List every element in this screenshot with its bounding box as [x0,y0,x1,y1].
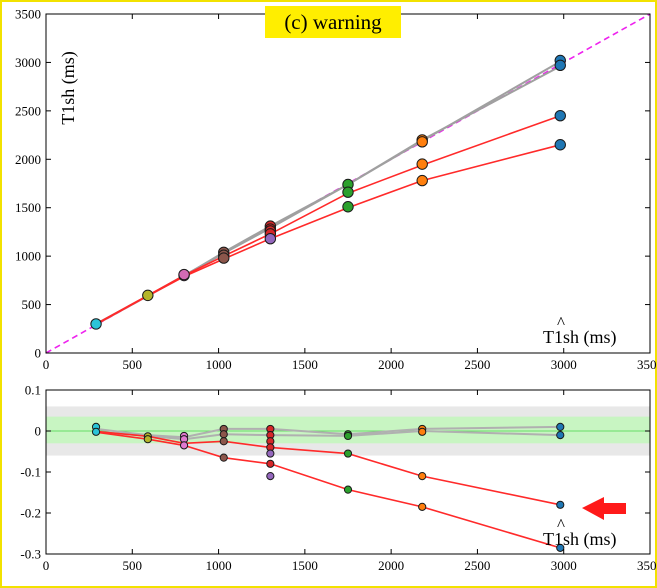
top-x-tick-label: 0 [43,357,50,372]
top-data-point [554,139,566,151]
top-panel: 0 500 1000 1500 2000 2500 3000 3500 0 500 1000 1500… [15,6,657,372]
bottom-data-point [179,441,189,450]
top-series-line-0 [95,144,561,326]
bottom-data-point [219,430,228,439]
bottom-data-point [343,449,353,458]
bottom-x-axis-label: T1sh (ms) [543,529,617,550]
bottom-data-point [418,502,427,511]
top-x-tick-label: 2500 [464,357,490,372]
bottom-x-tick-label: 3500 [637,558,657,573]
top-data-point [90,318,102,330]
top-data-point [218,252,230,264]
bottom-x-tick-label: 0 [43,558,50,573]
bottom-data-point [343,485,353,494]
bottom-data-point [266,472,275,481]
bottom-data-point [91,427,101,436]
top-x-axis-label: T1sh (ms) [543,327,617,348]
top-x-tick-label: 2000 [378,357,404,372]
bottom-data-point [266,449,275,458]
top-x-tick-label: 3500 [637,357,657,372]
top-x-tick-label: 500 [123,357,143,372]
bottom-data-point [143,435,152,444]
top-x-tick-label: 1500 [292,357,318,372]
bottom-data-point [556,431,565,440]
top-data-point [416,158,428,170]
bottom-data-point [556,422,565,431]
bottom-x-tick-label: 3000 [551,558,577,573]
top-data-point [264,233,277,245]
bottom-y-tick-label: -0.1 [20,465,41,480]
bottom-y-tick-label: 0.1 [25,383,41,398]
bottom-y-tick-label: -0.3 [20,547,41,562]
top-y-tick-label: 500 [22,297,42,312]
top-data-point [416,174,428,187]
bottom-data-point [418,472,427,481]
bottom-x-tick-label: 500 [123,558,143,573]
bottom-data-point [219,453,228,462]
warning-arrow-icon [582,497,626,520]
top-x-tick-label: 3000 [551,357,577,372]
chart-title: (c) warning [284,10,382,34]
top-data-point [554,59,566,72]
top-y-tick-label: 1500 [15,200,41,215]
top-data-point [416,136,428,148]
top-data-point [554,110,566,122]
top-y-tick-label: 3000 [15,55,41,70]
bottom-series-line-1 [95,430,561,506]
top-x-tick-label: 1000 [206,357,232,372]
top-data-point [342,201,354,213]
top-series-line-2 [95,60,561,325]
bottom-y-tick-label: 0 [35,424,42,439]
bottom-y-tick-label: -0.2 [20,506,41,521]
top-y-tick-label: 2500 [15,103,41,118]
top-y-tick-label: 0 [35,346,42,361]
top-y-tick-label: 3500 [15,7,41,22]
top-x-label-hat: ^ [557,313,565,332]
bottom-data-point [219,437,228,446]
title-badge [265,6,401,38]
top-y-tick-label: 1000 [15,249,41,264]
top-y-axis-label: T1sh (ms) [58,51,79,125]
bottom-x-tick-label: 2000 [378,558,404,573]
bottom-series-line-0 [95,431,561,549]
bottom-x-tick-label: 2500 [464,558,490,573]
bottom-data-point [556,543,565,552]
top-data-point [342,186,354,198]
bottom-x-tick-label: 1000 [206,558,232,573]
bottom-data-point [418,427,427,436]
top-data-point [178,268,190,281]
bottom-panel: 0 500 1000 1500 2000 2500 3000 3500 -0.3 -0.2 -0.1… [20,383,657,574]
top-data-point [142,289,154,302]
top-y-tick-label: 2000 [15,152,41,167]
bottom-data-point [343,431,353,441]
bottom-series-line-3 [95,429,561,441]
top-series-line-1 [95,114,561,325]
bottom-data-point [266,459,275,468]
bottom-x-tick-label: 1500 [292,558,318,573]
bottom-x-label-hat: ^ [557,515,565,534]
bottom-data-point [556,500,565,509]
